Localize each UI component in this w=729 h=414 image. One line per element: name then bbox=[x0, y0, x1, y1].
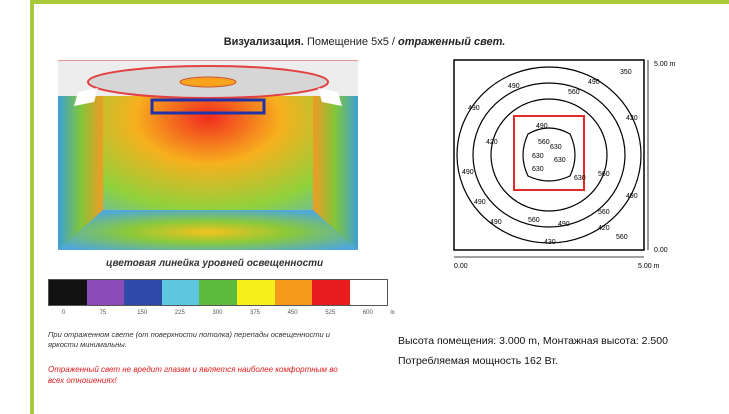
contour-label: 420 bbox=[626, 115, 638, 122]
floor bbox=[58, 210, 358, 250]
frame-left-border bbox=[30, 0, 34, 414]
isolux-plan: 5.00 m 0.00 0.00 5.00 m 350 420 490 560 560 4… bbox=[453, 59, 676, 270]
scale-swatch bbox=[312, 280, 350, 305]
contour-label: 630 bbox=[550, 144, 562, 151]
room-visualization bbox=[58, 60, 358, 250]
contour-label: 490 bbox=[462, 169, 474, 176]
contour-label: 560 bbox=[538, 139, 550, 146]
scale-tick-label: 600 bbox=[362, 310, 373, 316]
right-wall bbox=[313, 60, 358, 250]
scale-tick-label: 300 bbox=[212, 310, 223, 316]
title-bold: Визуализация. bbox=[223, 36, 304, 48]
scale-tick-label: 450 bbox=[287, 310, 298, 316]
scale-swatch bbox=[86, 280, 125, 305]
dim-top-label: 5.00 m bbox=[654, 61, 676, 68]
contour-490 bbox=[472, 82, 626, 228]
contour-label: 490 bbox=[508, 83, 520, 90]
title-italic: отраженный свет. bbox=[398, 36, 506, 48]
contour-label: 560 bbox=[598, 171, 610, 178]
scale-tick-label: 375 bbox=[250, 310, 261, 316]
title-normal: Помещение 5х5 / bbox=[306, 36, 395, 48]
contour-label: 490 bbox=[558, 221, 570, 228]
contour-label: 630 bbox=[554, 157, 566, 164]
contour-label: 560 bbox=[616, 234, 628, 241]
luminaire-outline bbox=[513, 115, 585, 191]
contour-label: 560 bbox=[598, 209, 610, 216]
luminaire-frame bbox=[150, 98, 266, 115]
scale-swatch bbox=[274, 280, 313, 305]
contour-label: 490 bbox=[490, 219, 502, 226]
wall-light-right bbox=[318, 88, 342, 106]
room-height-info: Высота помещения: 3.000 m, Монтажная выс… bbox=[398, 335, 668, 347]
scale-swatch bbox=[199, 280, 237, 305]
scale-tick-label: 525 bbox=[325, 310, 336, 316]
contour-420 bbox=[456, 66, 642, 244]
scale-tick-label: 150 bbox=[137, 310, 148, 316]
scale-swatch bbox=[161, 280, 200, 305]
contour-label: 430 bbox=[544, 239, 556, 246]
contour-630 bbox=[522, 127, 576, 182]
power-info: Потребляемая мощность 162 Вт. bbox=[398, 355, 558, 367]
dim-right-bottom-label: 0.00 bbox=[654, 247, 668, 254]
scale-swatch bbox=[349, 280, 388, 305]
scale-tick-label: 75 bbox=[99, 310, 107, 316]
contour-label: 630 bbox=[574, 175, 586, 182]
contour-label: 490 bbox=[468, 105, 480, 112]
scale-swatch bbox=[49, 280, 87, 305]
frame-top-border bbox=[30, 0, 729, 4]
scale-tick-label: 0 bbox=[62, 310, 66, 316]
contour-label: 490 bbox=[474, 199, 486, 206]
wall-light-left bbox=[74, 88, 98, 106]
scale-swatch bbox=[236, 280, 275, 305]
reflected-light-warning: Отраженный свет не вредит глазам и являе… bbox=[48, 365, 338, 385]
scale-tick-label: 225 bbox=[174, 310, 185, 316]
plan-outline bbox=[453, 59, 645, 251]
contour-label: 630 bbox=[532, 153, 544, 160]
color-scale bbox=[48, 279, 389, 306]
contour-label: 490 bbox=[626, 193, 638, 200]
scale-swatch bbox=[124, 280, 162, 305]
contour-label: 420 bbox=[486, 139, 498, 146]
reflected-light-note: При отраженном свете (от поверхности пот… bbox=[48, 330, 330, 349]
contour-560 bbox=[490, 98, 608, 212]
color-scale-caption: цветовая линейка уровней освещенности bbox=[106, 258, 324, 269]
contour-label: 560 bbox=[568, 89, 580, 96]
contour-label: 630 bbox=[532, 166, 544, 173]
page-title: Визуализация. Помещение 5х5 / отраженный… bbox=[0, 36, 729, 48]
left-wall bbox=[58, 60, 103, 250]
scale-tick-label: lx bbox=[390, 310, 395, 316]
dim-left-bottom-label: 0.00 bbox=[454, 263, 468, 270]
contour-label: 560 bbox=[528, 217, 540, 224]
ceiling-center-spot bbox=[179, 76, 237, 88]
color-scale-ticks: 0 75 150 225 300 375 450 525 600 lx bbox=[48, 310, 408, 320]
dim-bottom-right-label: 5.00 m bbox=[638, 263, 660, 270]
contour-label: 350 bbox=[620, 69, 632, 76]
contour-label: 490 bbox=[588, 79, 600, 86]
contour-label: 420 bbox=[598, 225, 610, 232]
contour-label: 490 bbox=[536, 123, 548, 130]
